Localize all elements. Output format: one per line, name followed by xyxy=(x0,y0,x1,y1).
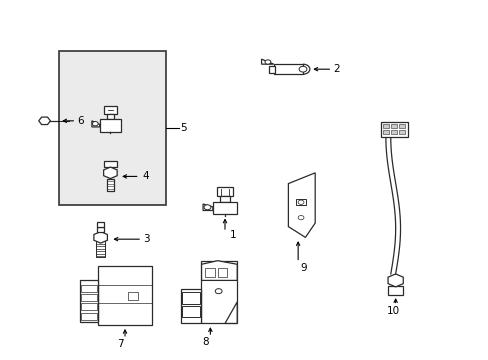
Bar xyxy=(268,66,274,73)
Circle shape xyxy=(299,66,306,72)
Bar xyxy=(217,187,232,196)
Circle shape xyxy=(298,200,304,204)
Text: 4: 4 xyxy=(142,171,148,181)
Bar xyxy=(97,222,104,226)
Text: 7: 7 xyxy=(117,339,123,349)
Bar xyxy=(383,130,388,134)
Bar xyxy=(104,106,117,114)
Bar xyxy=(398,124,404,129)
Text: 8: 8 xyxy=(202,337,208,347)
Bar xyxy=(80,280,98,322)
Bar xyxy=(390,130,396,134)
Polygon shape xyxy=(92,121,100,127)
Bar xyxy=(273,64,303,74)
Bar xyxy=(107,179,114,191)
Text: 1: 1 xyxy=(229,230,236,239)
Text: 10: 10 xyxy=(386,306,399,316)
Bar xyxy=(81,294,97,301)
Polygon shape xyxy=(94,231,107,243)
Bar xyxy=(380,122,407,137)
Bar xyxy=(96,241,105,257)
Bar xyxy=(181,289,200,323)
Polygon shape xyxy=(203,204,212,211)
Bar xyxy=(220,196,229,202)
Polygon shape xyxy=(387,274,403,287)
Bar xyxy=(217,268,227,277)
Bar xyxy=(81,285,97,292)
Polygon shape xyxy=(39,117,50,125)
Bar xyxy=(295,199,306,205)
Text: 3: 3 xyxy=(143,234,150,244)
Polygon shape xyxy=(288,173,315,237)
Circle shape xyxy=(92,122,98,126)
Polygon shape xyxy=(103,167,117,179)
Bar xyxy=(212,202,237,214)
Text: 6: 6 xyxy=(78,116,84,126)
Bar xyxy=(104,161,117,167)
Bar xyxy=(127,292,138,300)
Bar xyxy=(390,124,396,129)
Bar xyxy=(398,130,404,134)
Bar xyxy=(182,306,199,317)
Text: 2: 2 xyxy=(333,64,340,74)
Bar xyxy=(81,303,97,310)
Circle shape xyxy=(203,205,210,210)
Bar xyxy=(387,286,403,295)
Text: 9: 9 xyxy=(300,263,306,273)
Polygon shape xyxy=(201,261,237,280)
Circle shape xyxy=(264,60,270,64)
Bar xyxy=(100,119,121,132)
Bar xyxy=(106,114,114,119)
Circle shape xyxy=(298,216,304,220)
Polygon shape xyxy=(261,59,273,64)
Text: 5: 5 xyxy=(180,123,186,133)
Bar xyxy=(383,124,388,129)
Circle shape xyxy=(215,289,222,294)
Bar xyxy=(97,226,104,231)
Polygon shape xyxy=(224,302,237,323)
Bar xyxy=(98,266,152,325)
Bar xyxy=(200,261,237,323)
Bar xyxy=(59,51,166,205)
Bar xyxy=(182,292,199,304)
Bar xyxy=(81,312,97,320)
Bar xyxy=(205,268,215,277)
